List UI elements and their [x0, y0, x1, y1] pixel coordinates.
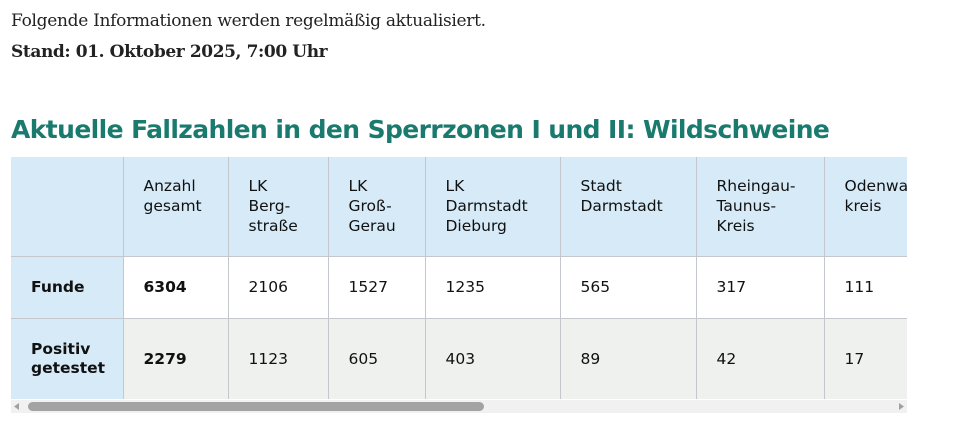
- data-cell: 89: [559, 318, 696, 399]
- column-header: Stadt Darmstadt: [559, 157, 696, 257]
- table-row: Funde 6304 2106 1527 1235 565 317 111: [11, 256, 907, 319]
- cell-line: Kreis: [716, 217, 755, 235]
- cell-line: straße: [248, 217, 298, 235]
- cell-line: Positiv: [31, 339, 91, 358]
- data-cell: 1527: [327, 256, 425, 319]
- cell-line: LK: [348, 177, 368, 195]
- cell-line: LK: [445, 177, 465, 195]
- cell-line: Berg-: [248, 197, 291, 215]
- cell-line: Dieburg: [445, 217, 507, 235]
- stand-text: Stand: 01. Oktober 2025, 7:00 Uhr: [11, 42, 328, 62]
- column-header: Anzahl gesamt: [122, 157, 228, 257]
- cell-line: Darmstadt: [580, 197, 663, 215]
- cell-line: Odenwald-: [844, 177, 908, 195]
- cell-line: Darmstadt: [445, 197, 528, 215]
- data-cell: 2279: [122, 318, 228, 399]
- cell-line: Anzahl: [143, 177, 196, 195]
- data-cell: 6304: [122, 256, 228, 319]
- data-cell: 2106: [227, 256, 328, 319]
- cell-line: Stadt: [580, 177, 622, 195]
- column-header: Rheingau- Taunus- Kreis: [695, 157, 824, 257]
- corner-cell: [11, 157, 123, 257]
- row-label: Positiv getestet: [11, 318, 123, 399]
- cell-line: gesamt: [143, 197, 202, 215]
- column-header: LK Darmstadt Dieburg: [424, 157, 560, 257]
- data-cell: 403: [424, 318, 560, 399]
- case-table: Anzahl gesamt LK Berg-straße LK Groß- Gerau LK D…: [11, 157, 907, 399]
- data-cell: 17: [823, 318, 907, 399]
- table-row: Positiv getestet 2279 1123 605 403 89 42 17: [11, 318, 907, 399]
- scrollbar[interactable]: [11, 400, 907, 413]
- cell-line: Taunus-: [716, 197, 777, 215]
- table-scroll[interactable]: Anzahl gesamt LK Berg-straße LK Groß- Gerau LK D…: [11, 157, 907, 399]
- data-cell: 42: [695, 318, 824, 399]
- column-header: Odenwald-kreis: [823, 157, 908, 257]
- data-cell: 605: [327, 318, 425, 399]
- cell-line: Gerau: [348, 217, 396, 235]
- cell-line: Groß-: [348, 197, 392, 215]
- scrollbar-graphic: [14, 402, 904, 411]
- data-cell: 317: [695, 256, 824, 319]
- cell-line: Funde: [31, 277, 85, 296]
- cell-line: Rheingau-: [716, 177, 796, 195]
- intro-text: Folgende Informationen werden regelmäßig…: [11, 11, 486, 31]
- column-header: LK Groß- Gerau: [327, 157, 425, 257]
- cell-line: LK: [248, 177, 268, 195]
- cell-line: getestet: [31, 358, 106, 377]
- table-heading: Aktuelle Fallzahlen in den Sperrzonen I …: [11, 115, 830, 144]
- row-label: Funde: [11, 256, 123, 319]
- data-cell: 565: [559, 256, 696, 319]
- data-cell: 1123: [227, 318, 328, 399]
- column-header: LK Berg-straße: [227, 157, 328, 257]
- data-cell: 111: [823, 256, 907, 319]
- data-cell: 1235: [424, 256, 560, 319]
- cell-line: kreis: [844, 197, 882, 215]
